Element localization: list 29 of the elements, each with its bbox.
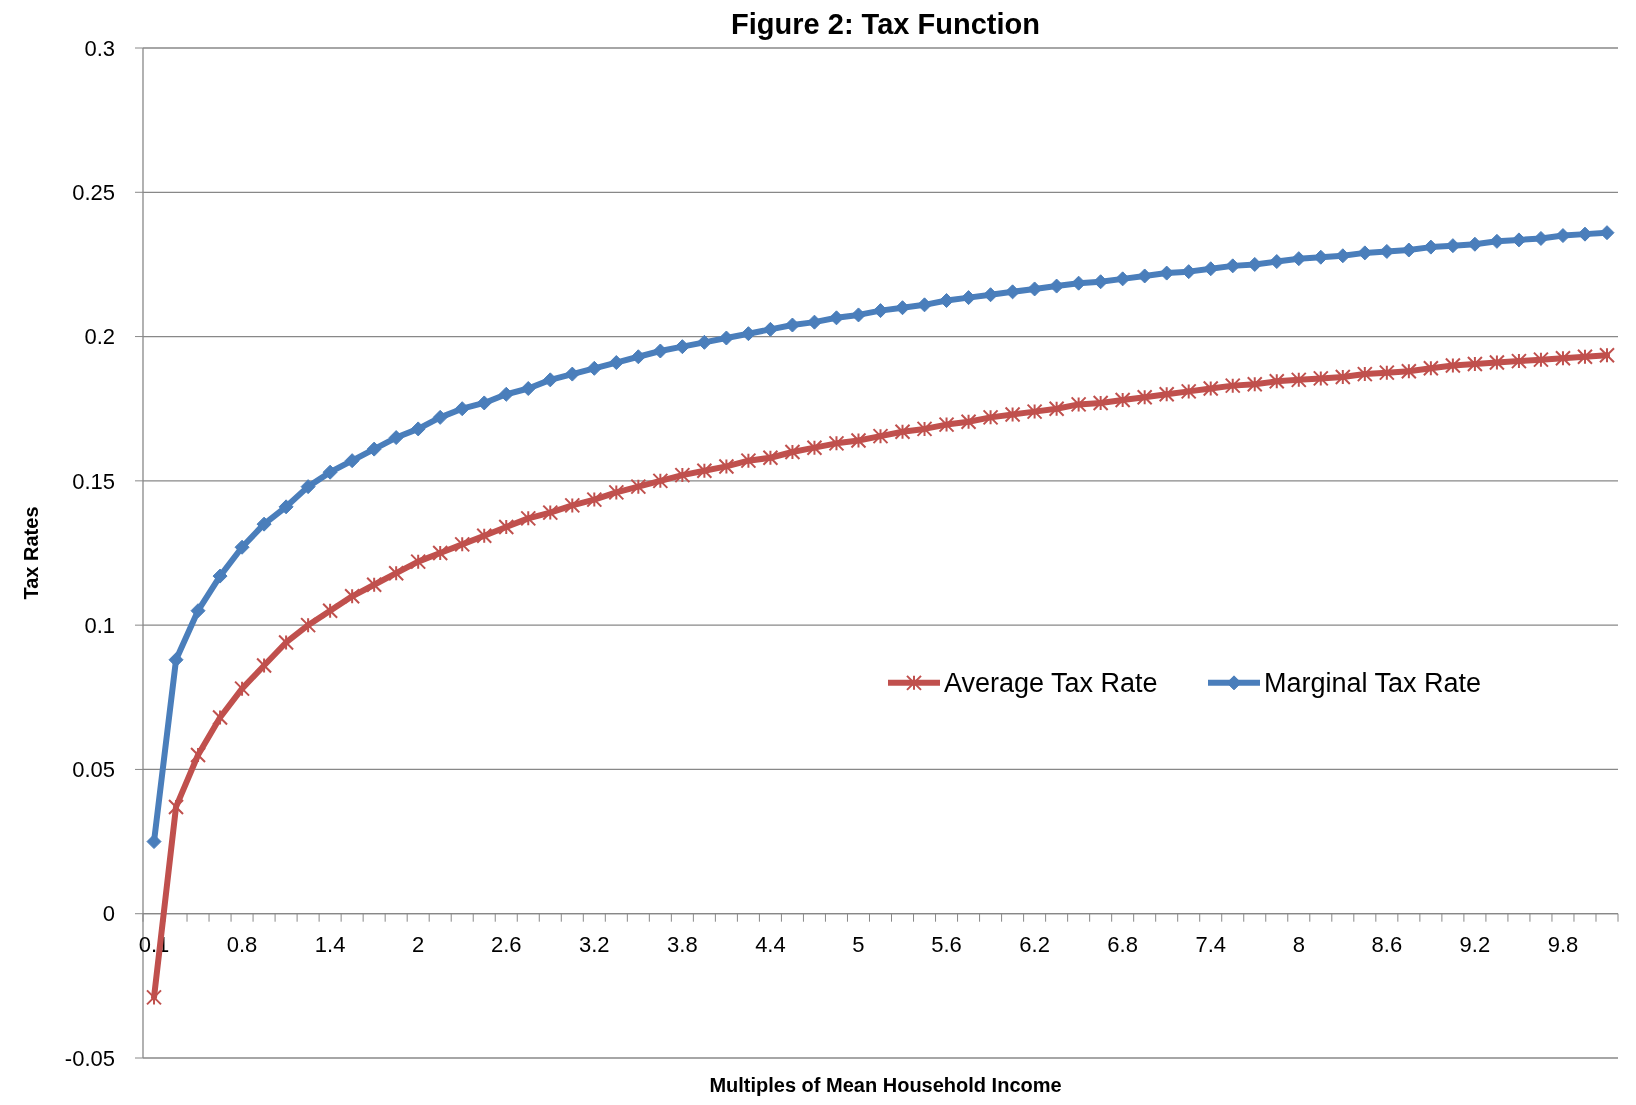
x-tick-label: 5 xyxy=(852,931,865,957)
x-tick-label: 2.6 xyxy=(490,931,522,957)
x-tick-label: 7.4 xyxy=(1195,931,1227,957)
x-tick-label: 3.8 xyxy=(667,931,698,957)
x-tick-label: 5.6 xyxy=(931,931,962,957)
x-tick-label: 6.2 xyxy=(1019,931,1050,957)
y-tick-label: 0.2 xyxy=(84,324,115,350)
x-tick-label: 4.4 xyxy=(755,931,786,957)
y-tick-label: 0.1 xyxy=(84,612,115,638)
y-tick-label: 0 xyxy=(102,901,115,927)
legend-label: Average Tax Rate xyxy=(944,668,1158,699)
x-tick-label: 6.8 xyxy=(1107,931,1138,957)
x-tick-label: 9.2 xyxy=(1459,931,1491,957)
x-tick-label: 9.8 xyxy=(1547,931,1579,957)
y-axis-title: Tax Rates xyxy=(20,506,42,600)
y-tick-label: 0.3 xyxy=(84,35,115,61)
y-tick-label: -0.05 xyxy=(64,1045,115,1071)
x-axis-title: Multiples of Mean Household Income xyxy=(709,1074,1062,1096)
chart-title: Figure 2: Tax Function xyxy=(731,8,1040,40)
legend-label: Marginal Tax Rate xyxy=(1264,668,1482,699)
x-tick-label: 1.4 xyxy=(314,931,346,957)
y-tick-label: 0.25 xyxy=(72,179,115,205)
x-tick-label: 3.2 xyxy=(579,931,610,957)
y-tick-label: 0.15 xyxy=(72,468,115,494)
x-tick-label: 0.8 xyxy=(226,931,258,957)
y-tick-label: 0.05 xyxy=(72,757,115,783)
x-tick-label: 8.6 xyxy=(1371,931,1403,957)
x-tick-label: 2 xyxy=(412,931,425,957)
x-tick-label: 8 xyxy=(1292,931,1305,957)
